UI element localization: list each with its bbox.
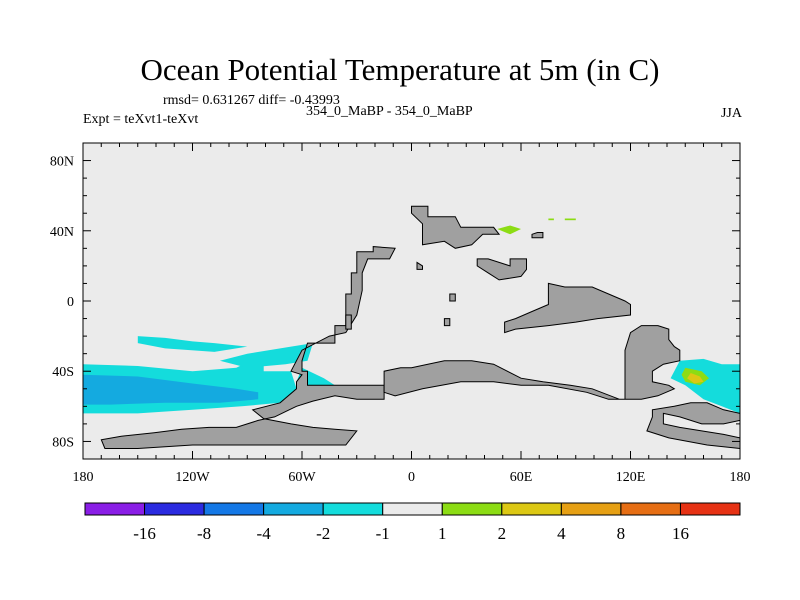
x-tick-label: 120E [616,470,646,485]
legend-swatch [620,502,681,516]
land-mask [531,232,544,239]
y-tick-label: 40S [52,365,74,380]
x-tick-label: 120W [175,470,210,485]
y-tick-label: 80N [50,155,74,170]
legend-swatch [441,502,503,516]
anomaly-region [497,225,521,235]
legend-label: -1 [376,524,390,543]
x-tick-label: 180 [73,470,94,485]
rmsd-diff-text: rmsd= 0.631267 diff= -0.43993 [163,93,340,108]
legend-label: -8 [197,524,211,543]
land-mask [383,325,681,400]
land-mask [504,282,631,334]
y-tick-label: 0 [67,295,74,310]
legend-label: -2 [316,524,330,543]
case-comparison-label: 354_0_MaBP - 354_0_MaBP [306,104,473,119]
land-mask [100,246,396,449]
experiment-label: Expt = teXvt1-teXvt [83,112,199,127]
legend-swatch [382,502,443,516]
anomaly-region [687,373,704,384]
land-mask [476,258,527,281]
land-mask [345,314,352,330]
chart-title: Ocean Potential Temperature at 5m (in C) [140,52,660,87]
land-mask [443,318,451,327]
legend-label: -4 [257,524,272,543]
legend-label: 4 [557,524,566,543]
legend-swatch [203,502,265,516]
legend-label: 1 [438,524,447,543]
land-mask [646,402,740,450]
legend-swatch [560,502,622,516]
y-tick-label: 80S [52,435,74,450]
anomaly-region [548,218,554,221]
legend-swatch [84,502,146,516]
legend-swatch [501,502,562,516]
anomaly-region [83,374,259,405]
y-tick-label: 40N [50,225,74,240]
season-label: JJA [720,106,742,121]
legend-swatch [144,502,205,516]
anomaly-region [718,392,740,403]
land-mask [416,261,423,270]
map-layers [83,205,740,450]
x-tick-label: 0 [408,470,415,485]
land-mask [449,293,456,302]
legend-swatch [322,502,384,516]
anomaly-region [564,218,576,221]
legend-label: 8 [617,524,626,543]
anomaly-region [219,343,313,368]
legend-swatch [263,502,324,516]
legend-label: 2 [498,524,507,543]
anomaly-region [137,336,248,352]
legend-label: -16 [133,524,156,543]
legend-label: 16 [672,524,689,543]
ocean-background [83,143,740,459]
x-tick-label: 60W [288,470,316,485]
land-mask [411,205,501,249]
legend-swatch [679,502,741,516]
x-tick-label: 180 [730,470,751,485]
x-tick-label: 60E [510,470,533,485]
